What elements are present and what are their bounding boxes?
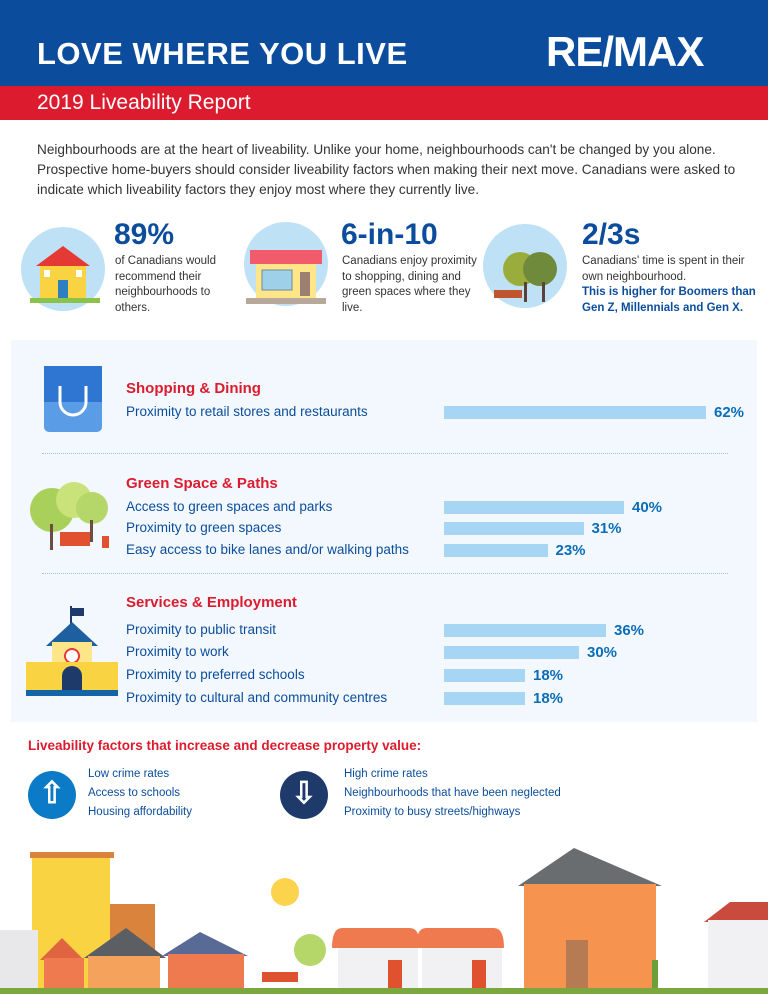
section-divider bbox=[42, 573, 728, 574]
increase-item: Housing affordability bbox=[88, 806, 192, 818]
bar-value-label: 18% bbox=[533, 690, 564, 707]
property-value-heading: Liveability factors that increase and de… bbox=[28, 738, 422, 753]
bar-label: Proximity to cultural and community cent… bbox=[126, 690, 388, 705]
bar-value-label: 31% bbox=[591, 520, 622, 537]
bar bbox=[444, 522, 584, 535]
bar-label: Proximity to green spaces bbox=[126, 520, 282, 535]
page-subtitle: 2019 Liveability Report bbox=[37, 91, 251, 114]
decrease-item: Neighbourhoods that have been neglected bbox=[344, 787, 561, 799]
stat-text: of Canadians would recommend their neigh… bbox=[115, 255, 217, 314]
category-title: Green Space & Paths bbox=[126, 475, 278, 492]
house-icon bbox=[21, 227, 105, 311]
bar-label: Proximity to retail stores and restauran… bbox=[126, 404, 368, 419]
increase-list: Low crime rates Access to schools Housin… bbox=[88, 765, 192, 822]
bar bbox=[444, 544, 548, 557]
liveability-chart-panel bbox=[11, 340, 757, 722]
bar-value-label: 40% bbox=[632, 499, 663, 516]
stat-value: 89% bbox=[114, 218, 175, 251]
intro-paragraph: Neighbourhoods are at the heart of livea… bbox=[37, 142, 736, 197]
bar-label: Proximity to public transit bbox=[126, 622, 277, 637]
header-banner: LOVE WHERE YOU LIVE RE/MAX bbox=[0, 0, 768, 86]
bar bbox=[444, 669, 525, 682]
bar-value-label: 30% bbox=[587, 644, 618, 661]
trees-bench-icon bbox=[30, 482, 109, 550]
decrease-item: Proximity to busy streets/highways bbox=[344, 806, 521, 818]
stat-value: 6-in-10 bbox=[341, 218, 438, 251]
bar bbox=[444, 624, 606, 637]
stat-highlight: This is higher for Boomers than Gen Z, M… bbox=[582, 286, 756, 314]
neighbourhood-skyline-illustration bbox=[0, 848, 768, 994]
bar-label: Easy access to bike lanes and/or walking… bbox=[126, 542, 409, 557]
category-title: Services & Employment bbox=[126, 594, 297, 611]
park-icon bbox=[483, 224, 567, 308]
storefront-icon bbox=[244, 222, 328, 306]
bar-value-label: 36% bbox=[614, 622, 645, 639]
bar bbox=[444, 646, 579, 659]
increase-item: Access to schools bbox=[88, 787, 181, 799]
bar bbox=[444, 501, 624, 514]
shopping-bag-icon bbox=[44, 366, 102, 432]
section-divider bbox=[42, 453, 728, 454]
decrease-item: High crime rates bbox=[344, 768, 428, 780]
stat-text: Canadians enjoy proximity to shopping, d… bbox=[342, 255, 477, 314]
school-icon bbox=[26, 606, 118, 696]
stat-text: Canadians' time is spent in their own ne… bbox=[582, 255, 745, 283]
bar bbox=[444, 692, 525, 705]
arrow-down-icon: ⇩ bbox=[280, 771, 328, 819]
bar-label: Proximity to preferred schools bbox=[126, 667, 305, 682]
category-title: Shopping & Dining bbox=[126, 380, 261, 397]
bar-value-label: 23% bbox=[555, 542, 586, 559]
decrease-list: High crime rates Neighbourhoods that hav… bbox=[344, 765, 561, 822]
bar-label: Access to green spaces and parks bbox=[126, 499, 333, 514]
bar-value-label: 62% bbox=[714, 404, 745, 421]
page-title: LOVE WHERE YOU LIVE bbox=[37, 36, 408, 71]
bar-value-label: 18% bbox=[533, 667, 564, 684]
stat-value: 2/3s bbox=[582, 218, 641, 251]
increase-item: Low crime rates bbox=[88, 768, 170, 780]
arrow-up-icon: ⇧ bbox=[28, 771, 76, 819]
bar-label: Proximity to work bbox=[126, 644, 229, 659]
remax-logo: RE/MAX bbox=[546, 28, 704, 75]
subtitle-banner: 2019 Liveability Report bbox=[0, 86, 768, 120]
bar bbox=[444, 406, 706, 419]
